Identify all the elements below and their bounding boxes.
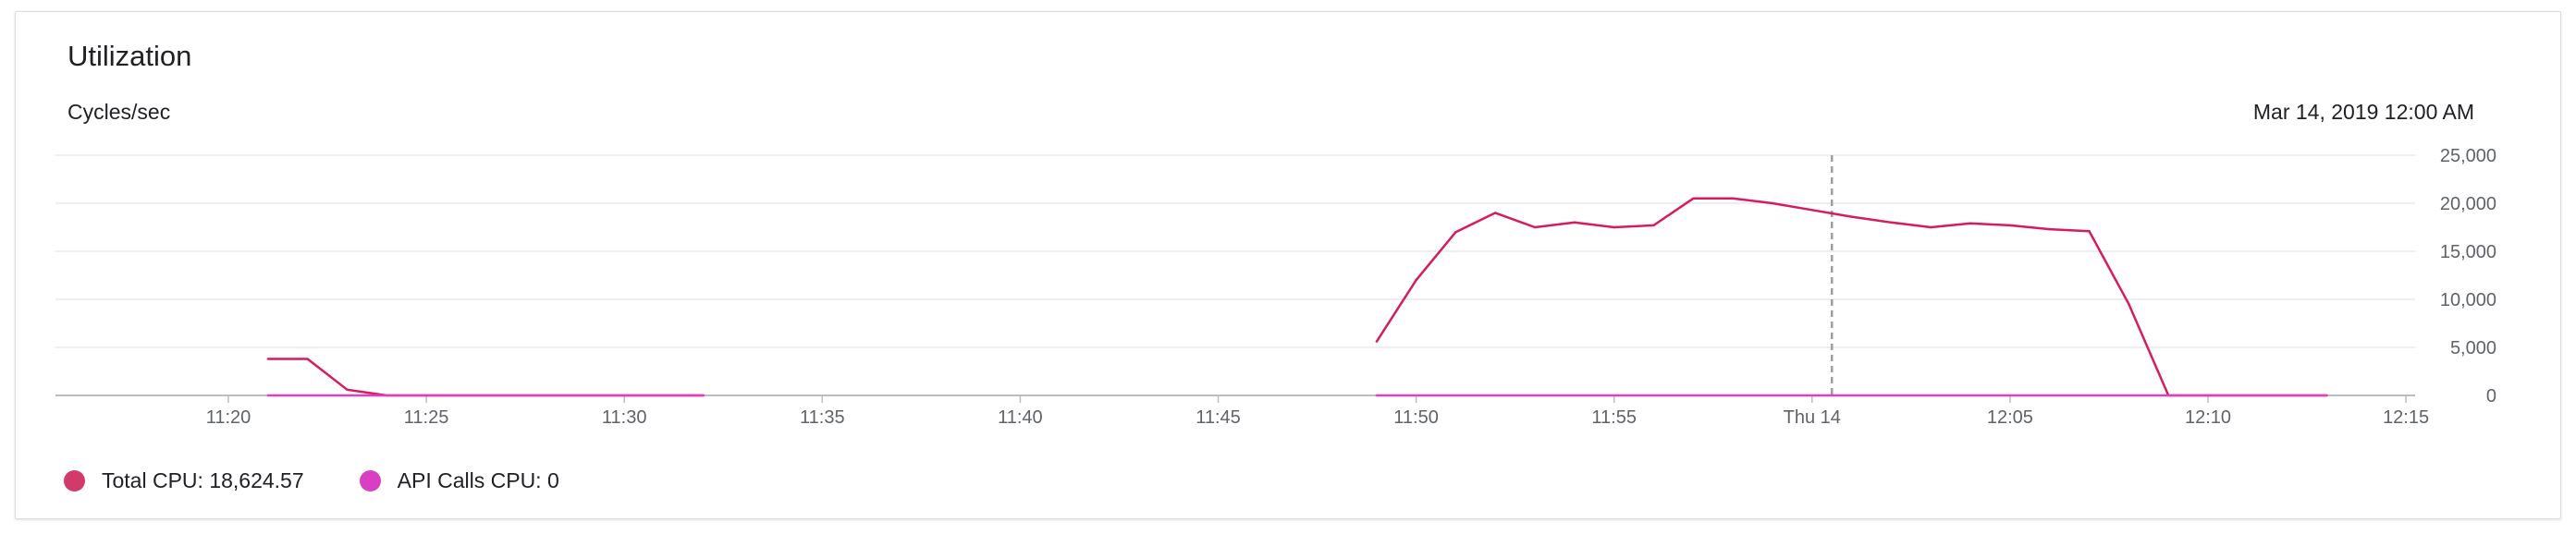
y-tick-label: 5,000	[2450, 338, 2496, 358]
x-tick-label: 11:25	[404, 407, 449, 428]
x-tick-label: 12:15	[2383, 407, 2429, 428]
data-point-total-cpu	[2128, 303, 2130, 306]
data-point-api-calls-cpu	[2325, 394, 2328, 397]
data-point-total-cpu	[1375, 340, 1378, 343]
x-tick-label: 11:40	[998, 407, 1043, 428]
data-point-total-cpu	[1692, 197, 1695, 200]
data-point-api-calls-cpu	[1375, 394, 1378, 397]
x-tick-label: 11:55	[1591, 407, 1637, 428]
data-point-total-cpu	[1930, 225, 1932, 229]
x-tick-label: 12:10	[2185, 407, 2231, 428]
hover-timestamp: Mar 14, 2019 12:00 AM	[2252, 100, 2474, 124]
y-tick-label: 0	[2486, 386, 2496, 407]
data-point-total-cpu	[306, 358, 309, 360]
x-tick-label: 11:45	[1196, 407, 1241, 428]
y-tick-label: 15,000	[2440, 242, 2496, 262]
utilization-card: Utilization Cycles/sec Mar 14, 2019 12:0…	[15, 11, 2561, 519]
data-point-total-cpu	[1771, 201, 1774, 205]
y-tick-label: 20,000	[2440, 194, 2496, 214]
data-point-total-cpu	[1810, 209, 1814, 212]
data-point-total-cpu	[2048, 227, 2051, 231]
x-tick-label: Thu 14	[1784, 407, 1841, 428]
x-tick-label: 11:35	[800, 407, 845, 428]
series-line-total-cpu	[1375, 197, 2327, 397]
total-cpu-swatch-icon	[64, 470, 85, 492]
data-point-total-cpu	[1969, 222, 1972, 225]
x-tick-label: 11:30	[602, 407, 647, 428]
unit-label: Cycles/sec	[67, 100, 171, 124]
data-point-total-cpu	[1573, 221, 1576, 224]
data-point-total-cpu	[1454, 231, 1457, 234]
x-tick-label: 11:50	[1393, 407, 1439, 428]
chart-legend: Total CPU: 18,624.57 API Calls CPU: 0	[64, 468, 615, 493]
data-point-api-calls-cpu	[702, 394, 705, 397]
legend-label-api-calls-cpu: API Calls CPU: 0	[397, 468, 559, 492]
card-title: Utilization	[67, 40, 192, 72]
x-tick-label: 11:20	[206, 407, 251, 428]
legend-item-total-cpu[interactable]: Total CPU: 18,624.57	[64, 468, 304, 493]
data-point-api-calls-cpu	[266, 394, 270, 397]
data-point-total-cpu	[1890, 221, 1893, 224]
data-point-total-cpu	[1731, 197, 1735, 200]
legend-label-total-cpu: Total CPU: 18,624.57	[102, 468, 304, 492]
data-point-total-cpu	[1494, 212, 1497, 214]
legend-item-api-calls-cpu[interactable]: API Calls CPU: 0	[359, 468, 559, 493]
y-tick-label: 25,000	[2440, 146, 2496, 166]
data-point-total-cpu	[266, 358, 270, 360]
series-line-total-cpu	[267, 358, 704, 397]
data-point-total-cpu	[1415, 279, 1417, 282]
x-tick-label: 12:05	[1987, 407, 2033, 428]
data-point-total-cpu	[1533, 225, 1537, 229]
data-point-total-cpu	[1613, 225, 1615, 229]
y-tick-label: 10,000	[2440, 290, 2496, 310]
data-point-total-cpu	[1652, 224, 1655, 227]
api-calls-cpu-swatch-icon	[359, 470, 381, 492]
data-point-total-cpu	[2008, 224, 2012, 227]
data-point-total-cpu	[346, 388, 349, 391]
data-point-total-cpu	[2088, 229, 2091, 233]
data-point-total-cpu	[1850, 215, 1853, 218]
